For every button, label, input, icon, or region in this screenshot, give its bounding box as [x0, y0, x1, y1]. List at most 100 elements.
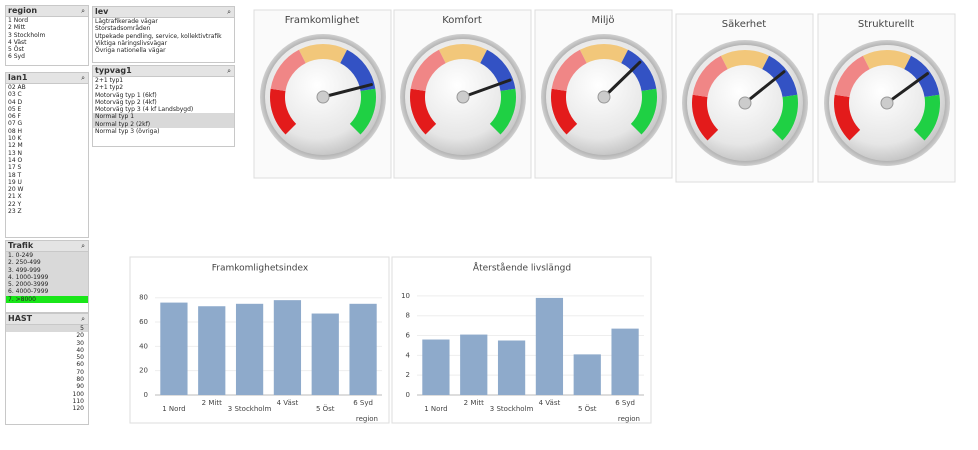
gauge-band [621, 49, 657, 92]
list-item[interactable]: 04 D [8, 98, 23, 106]
list-item[interactable]: 5 Öst [8, 46, 24, 54]
gauge-hub [738, 96, 752, 110]
gauge-band [692, 55, 728, 98]
list-item[interactable]: 3 Stockholm [8, 31, 46, 39]
list-item[interactable]: 07 G [8, 120, 23, 128]
gauge-band [630, 88, 657, 135]
y-tick-label: 0 [406, 391, 410, 399]
gauge-needle [461, 78, 512, 99]
list-item[interactable]: 100 [72, 390, 84, 398]
bar [160, 302, 188, 395]
gauge-band [270, 49, 306, 92]
list-item[interactable]: 08 H [8, 127, 23, 135]
gauge-hub [597, 90, 611, 104]
list-item[interactable]: 4. 1000-1999 [6, 273, 88, 282]
list-item[interactable]: Motorväg typ 2 (4kf) [95, 98, 157, 106]
list-item[interactable]: 19 U [8, 178, 22, 186]
list-item[interactable]: 90 [76, 383, 84, 391]
list-item[interactable]: 21 X [8, 193, 22, 201]
list-item[interactable]: Utpekade pendling, service, kollektivtra… [95, 32, 222, 40]
list-item[interactable]: 20 W [8, 186, 24, 194]
list-item[interactable]: 6. 4000-7999 [6, 288, 88, 296]
list-item[interactable]: 02 AB [8, 84, 26, 91]
gauge-band [551, 49, 587, 92]
list-item[interactable]: 110 [72, 397, 84, 405]
list-item[interactable]: 6 Syd [8, 53, 25, 61]
x-tick-label: 3 Stockholm [228, 405, 272, 413]
list-item[interactable]: 13 N [8, 149, 23, 157]
list-item[interactable]: Motorväg typ 1 (6kf) [95, 91, 157, 99]
list-item[interactable]: 2. 250-499 [6, 259, 88, 267]
list-item[interactable]: Övriga nationella vägar [95, 47, 166, 55]
list-item[interactable]: 3. 499-999 [6, 266, 88, 274]
gauge-hub [316, 90, 330, 104]
list-item[interactable]: 5. 2000-3999 [6, 281, 88, 289]
x-tick-label: 3 Stockholm [490, 405, 534, 413]
y-tick-label: 20 [139, 367, 148, 375]
list-item[interactable]: 60 [76, 361, 84, 369]
list-item[interactable]: 22 Y [8, 200, 22, 208]
list-item[interactable]: 80 [76, 376, 84, 384]
listbox-title: typvag1 [93, 66, 234, 77]
listbox-title: region [6, 6, 88, 17]
gauge-band [489, 88, 516, 135]
list-item[interactable]: 10 K [8, 135, 22, 143]
y-tick-label: 2 [406, 371, 410, 379]
gauge-needle [321, 83, 373, 99]
list-item[interactable]: 1. 0-249 [6, 252, 88, 260]
x-axis-label: region [618, 415, 640, 423]
list-item[interactable]: 30 [76, 339, 84, 347]
bar [235, 303, 264, 395]
gauge-band [692, 94, 719, 141]
list-item[interactable]: 50 [76, 354, 84, 362]
list-item[interactable]: 2 Mitt [8, 24, 26, 32]
list-item[interactable]: Normal typ 1 [93, 113, 234, 121]
list-item[interactable]: 03 C [8, 91, 22, 99]
list-item[interactable]: 06 F [8, 113, 21, 121]
gauge-band [834, 55, 870, 98]
y-tick-label: 8 [406, 312, 410, 320]
gauge-band [913, 94, 941, 141]
list-item[interactable]: 23 Z [8, 208, 22, 216]
bar [611, 328, 639, 395]
list-item[interactable]: 7. >8000 [6, 295, 88, 304]
list-item[interactable]: 70 [76, 368, 84, 376]
x-tick-label: 1 Nord [424, 405, 447, 413]
list-item[interactable]: 40 [76, 346, 84, 354]
list-item[interactable]: 12 M [8, 142, 23, 150]
x-tick-label: 2 Mitt [202, 399, 222, 407]
list-item[interactable]: 05 E [8, 105, 22, 113]
list-item[interactable]: Lågtrafikerade vägar [95, 18, 158, 25]
y-tick-label: 40 [139, 342, 148, 350]
gauge-band [834, 94, 861, 141]
list-item[interactable]: 1 Nord [8, 17, 29, 24]
listbox-title: lan1 [6, 73, 88, 84]
gauge-band [438, 44, 488, 64]
list-item[interactable]: Viktiga näringslivsvägar [95, 39, 168, 47]
gauge-band [862, 49, 912, 70]
list-item[interactable]: 4 Väst [8, 38, 27, 46]
list-item[interactable]: Normal typ 2 (2kf) [93, 120, 234, 129]
x-tick-label: 5 Öst [316, 404, 335, 413]
gauge-hub [880, 96, 894, 110]
bar [460, 334, 488, 395]
gauge-title: Framkomlighet [285, 15, 360, 26]
list-item[interactable]: 120 [72, 405, 84, 413]
y-tick-label: 6 [406, 332, 411, 340]
list-item[interactable]: 18 T [8, 171, 22, 179]
x-tick-label: 2 Mitt [464, 399, 484, 407]
list-item[interactable]: Storstadsområden [95, 25, 151, 33]
listbox-title: Trafik [6, 241, 88, 252]
list-item[interactable]: 5 [6, 325, 88, 333]
gauge-band [579, 43, 629, 64]
list-item[interactable]: 17 S [8, 164, 22, 172]
bar [349, 303, 377, 395]
list-item[interactable]: 2+1 typ1 [95, 77, 124, 84]
list-item[interactable]: 2+1 typ2 [95, 84, 124, 92]
gauge-band [410, 88, 437, 135]
list-item[interactable]: Motorväg typ 3 (4 kf Landsbygd) [95, 106, 194, 114]
list-item[interactable]: 14 O [8, 156, 23, 164]
gauge-needle [602, 60, 642, 99]
list-item[interactable]: 20 [76, 332, 84, 340]
list-item[interactable]: Normal typ 3 (övriga) [95, 128, 160, 136]
